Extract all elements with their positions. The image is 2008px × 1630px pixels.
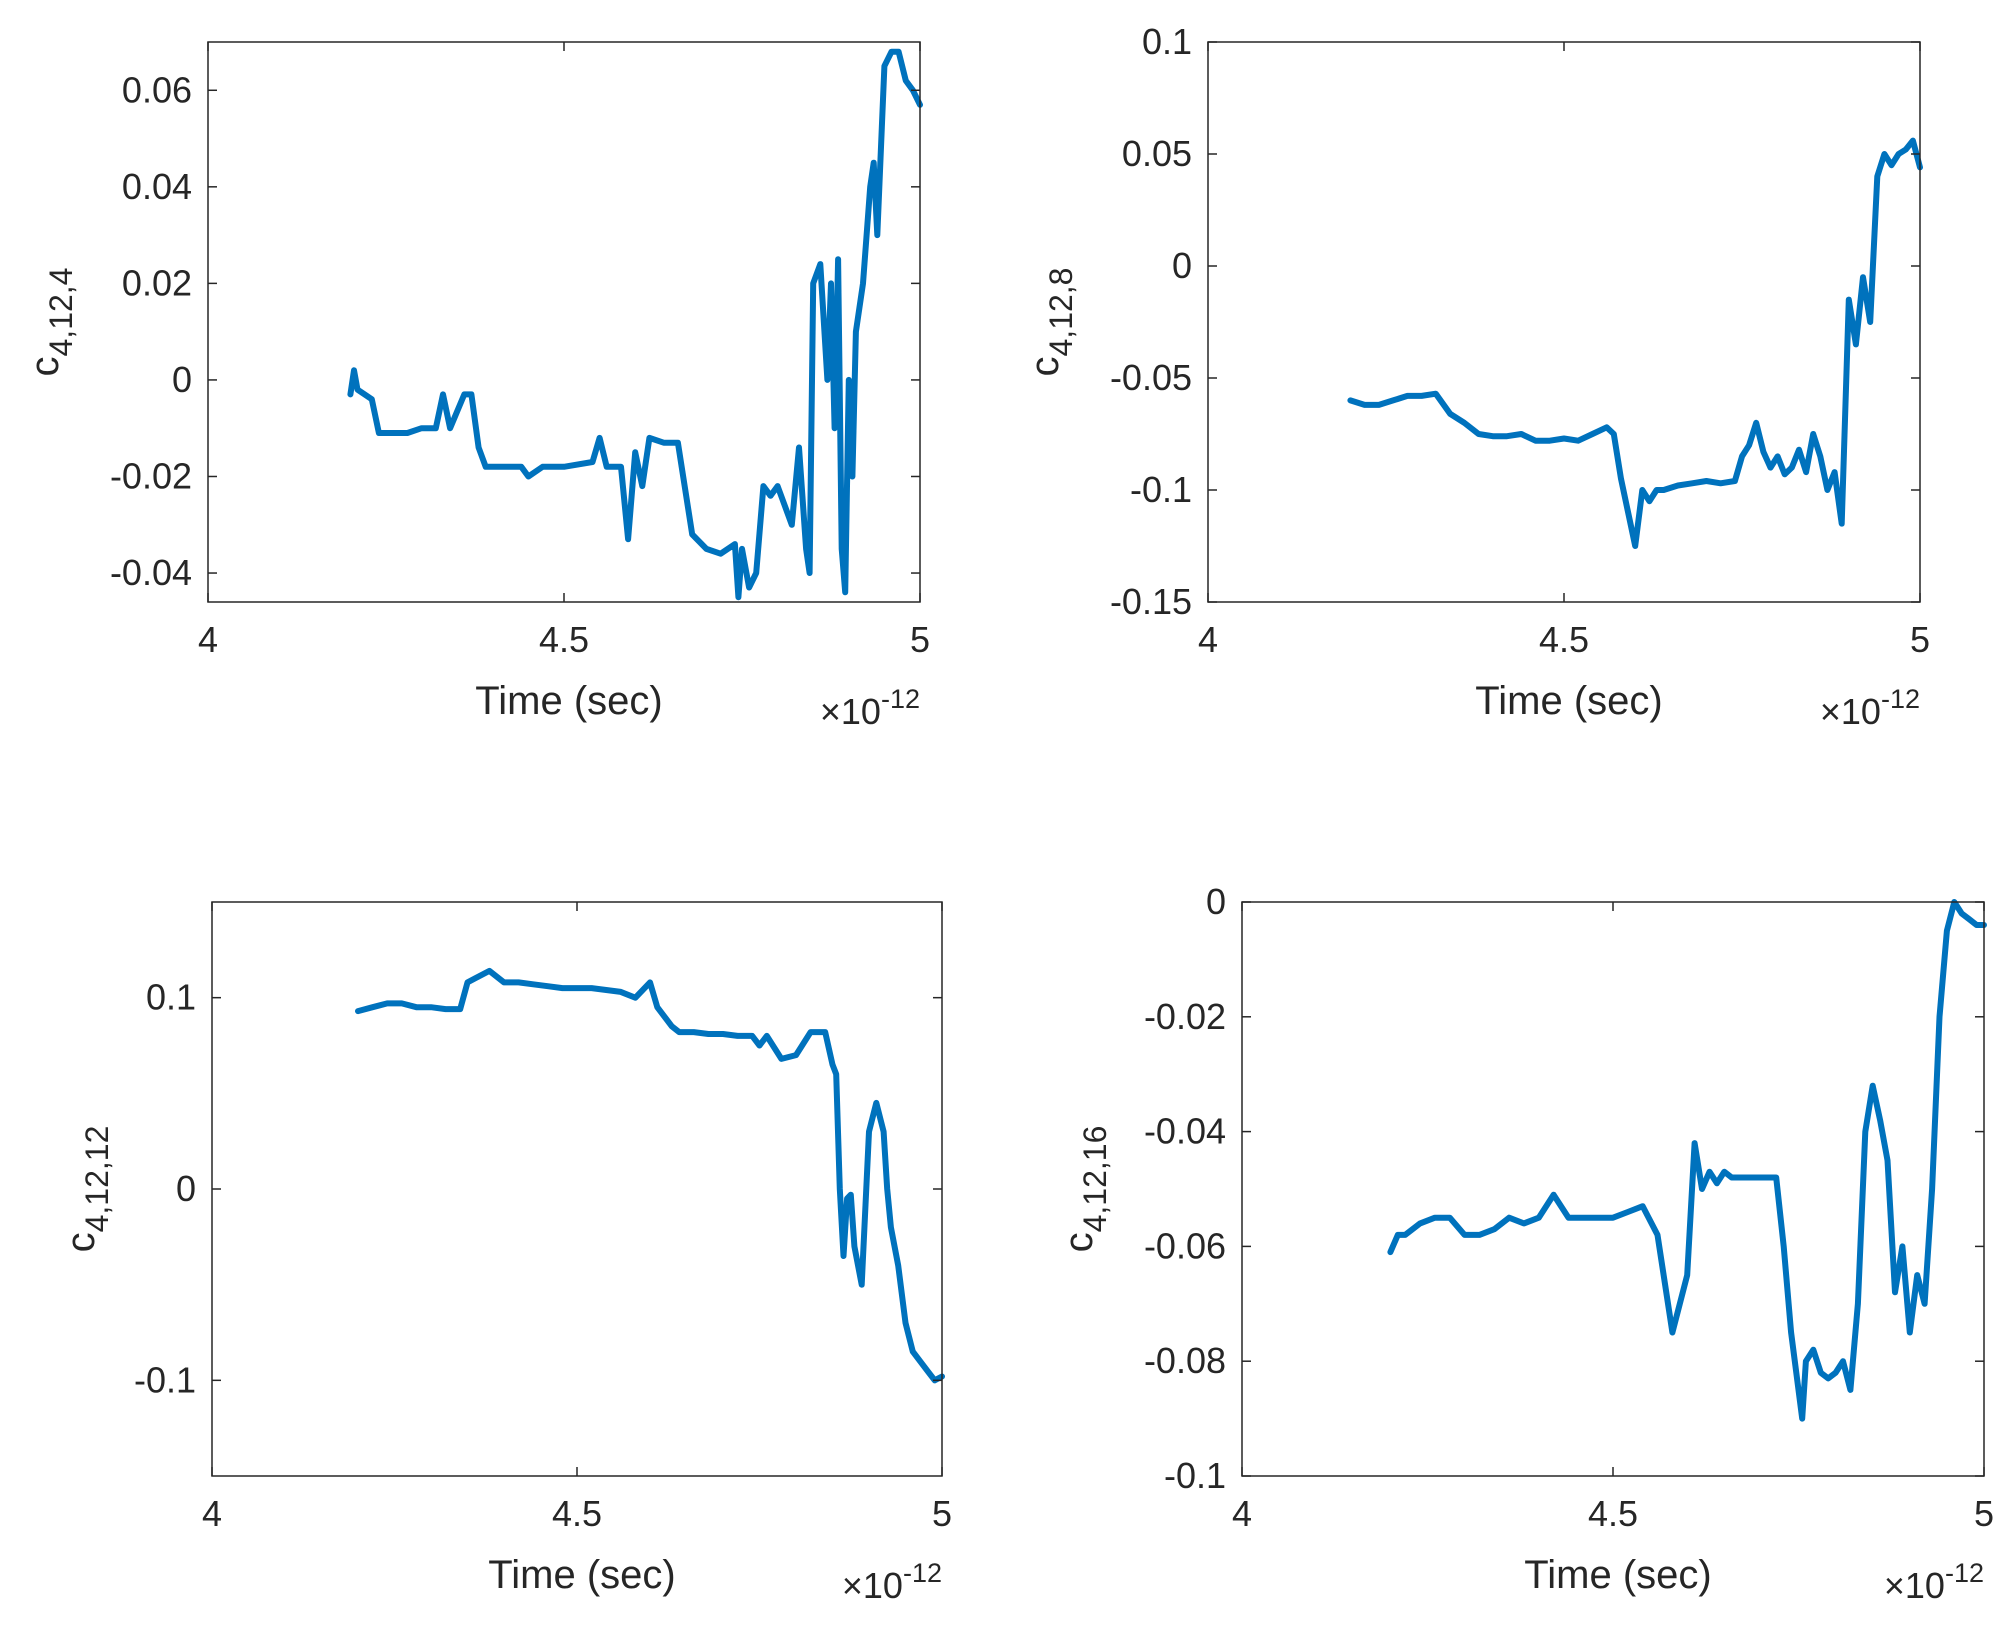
- x-tick-label: 4.5: [1588, 1493, 1638, 1534]
- y-tick-label: 0.05: [1122, 133, 1192, 174]
- x-exponent-base: ×10: [842, 1565, 903, 1606]
- x-exponent-base: ×10: [1820, 691, 1881, 732]
- x-exponent-label: ×10-12: [820, 684, 920, 732]
- x-exponent-power: -12: [881, 684, 920, 714]
- y-axis-label: c4,12,8: [1023, 268, 1079, 377]
- x-tick-label: 4: [198, 619, 218, 660]
- chart-4: 4 4.5 5 -0.1 -0.08 -0.06 -0.04 -0.02 0 Time (sec)…: [1057, 881, 1994, 1606]
- chart-3: 4 4.5 5 -0.1 0 0.1 Time (sec) ×10-12 c4,12,12: [59, 901, 952, 1606]
- y-tick-label: -0.04: [110, 552, 192, 593]
- x-tick-label: 4: [1198, 619, 1218, 660]
- x-axis-label: Time (sec): [1475, 679, 1662, 723]
- x-axis-label: Time (sec): [488, 1553, 675, 1597]
- y-axis-label: c4,12,12: [59, 1126, 115, 1253]
- y-axis-label-subscript: 4,12,16: [1077, 1126, 1113, 1233]
- y-axis-label-subscript: 4,12,8: [1043, 268, 1079, 357]
- x-axis-label: Time (sec): [1524, 1553, 1711, 1597]
- y-axis-label-subscript: 4,12,12: [79, 1126, 115, 1233]
- x-exponent-power: -12: [1881, 684, 1920, 714]
- y-tick-label: -0.15: [1110, 581, 1192, 622]
- x-tick-label: 4: [202, 1493, 222, 1534]
- y-tick-label: 0.1: [1142, 21, 1192, 62]
- x-exponent-label: ×10-12: [842, 1558, 942, 1606]
- y-tick-label: -0.06: [1144, 1225, 1226, 1266]
- x-exponent-power: -12: [903, 1558, 942, 1588]
- y-tick-label: -0.05: [1110, 357, 1192, 398]
- plot-area-frame: [1207, 41, 1921, 603]
- y-tick-label: 0: [1206, 881, 1226, 922]
- y-tick-label: -0.02: [1144, 996, 1226, 1037]
- y-tick-label: -0.1: [134, 1359, 196, 1400]
- y-tick-label: -0.1: [1164, 1455, 1226, 1496]
- x-tick-label: 5: [1974, 1493, 1994, 1534]
- x-axis-label: Time (sec): [475, 679, 662, 723]
- y-tick-label: 0: [172, 359, 192, 400]
- series-line: [1387, 899, 1987, 1422]
- series-line: [1347, 137, 1923, 549]
- y-tick-label: -0.02: [110, 455, 192, 496]
- y-tick-label: 0: [176, 1168, 196, 1209]
- y-axis-label: c4,12,16: [1057, 1126, 1113, 1253]
- y-tick-label: 0: [1172, 245, 1192, 286]
- x-tick-label: 4: [1232, 1493, 1252, 1534]
- y-tick-label: -0.1: [1130, 469, 1192, 510]
- plot-area-frame: [1241, 901, 1985, 1477]
- y-axis-label: c4,12,4: [23, 268, 79, 377]
- x-tick-label: 5: [1910, 619, 1930, 660]
- x-exponent-base: ×10: [1884, 1565, 1945, 1606]
- x-tick-label: 4.5: [1539, 619, 1589, 660]
- y-tick-label: 0.02: [122, 262, 192, 303]
- x-exponent-base: ×10: [820, 691, 881, 732]
- x-tick-label: 5: [932, 1493, 952, 1534]
- y-axis-label-base: c: [59, 1232, 103, 1252]
- x-exponent-label: ×10-12: [1884, 1558, 1984, 1606]
- chart-2: 4 4.5 5 -0.15 -0.1 -0.05 0 0.05 0.1 Time (sec) ×10…: [1023, 21, 1930, 732]
- series-line: [355, 967, 945, 1384]
- y-tick-label: 0.04: [122, 166, 192, 207]
- series-line: [347, 48, 923, 601]
- x-tick-label: 4.5: [539, 619, 589, 660]
- y-tick-label: -0.08: [1144, 1340, 1226, 1381]
- x-tick-label: 5: [910, 619, 930, 660]
- y-axis-label-subscript: 4,12,4: [43, 268, 79, 357]
- y-tick-label: 0.1: [146, 977, 196, 1018]
- y-axis-label-base: c: [23, 356, 67, 376]
- y-axis-label-base: c: [1023, 356, 1067, 376]
- y-axis-label-base: c: [1057, 1232, 1101, 1252]
- chart-1: 4 4.5 5 -0.04 -0.02 0 0.02 0.04 0.06 Time (sec) ×1…: [23, 41, 930, 732]
- y-tick-label: -0.04: [1144, 1111, 1226, 1152]
- x-exponent-power: -12: [1945, 1558, 1984, 1588]
- x-exponent-label: ×10-12: [1820, 684, 1920, 732]
- x-tick-label: 4.5: [552, 1493, 602, 1534]
- y-tick-label: 0.06: [122, 69, 192, 110]
